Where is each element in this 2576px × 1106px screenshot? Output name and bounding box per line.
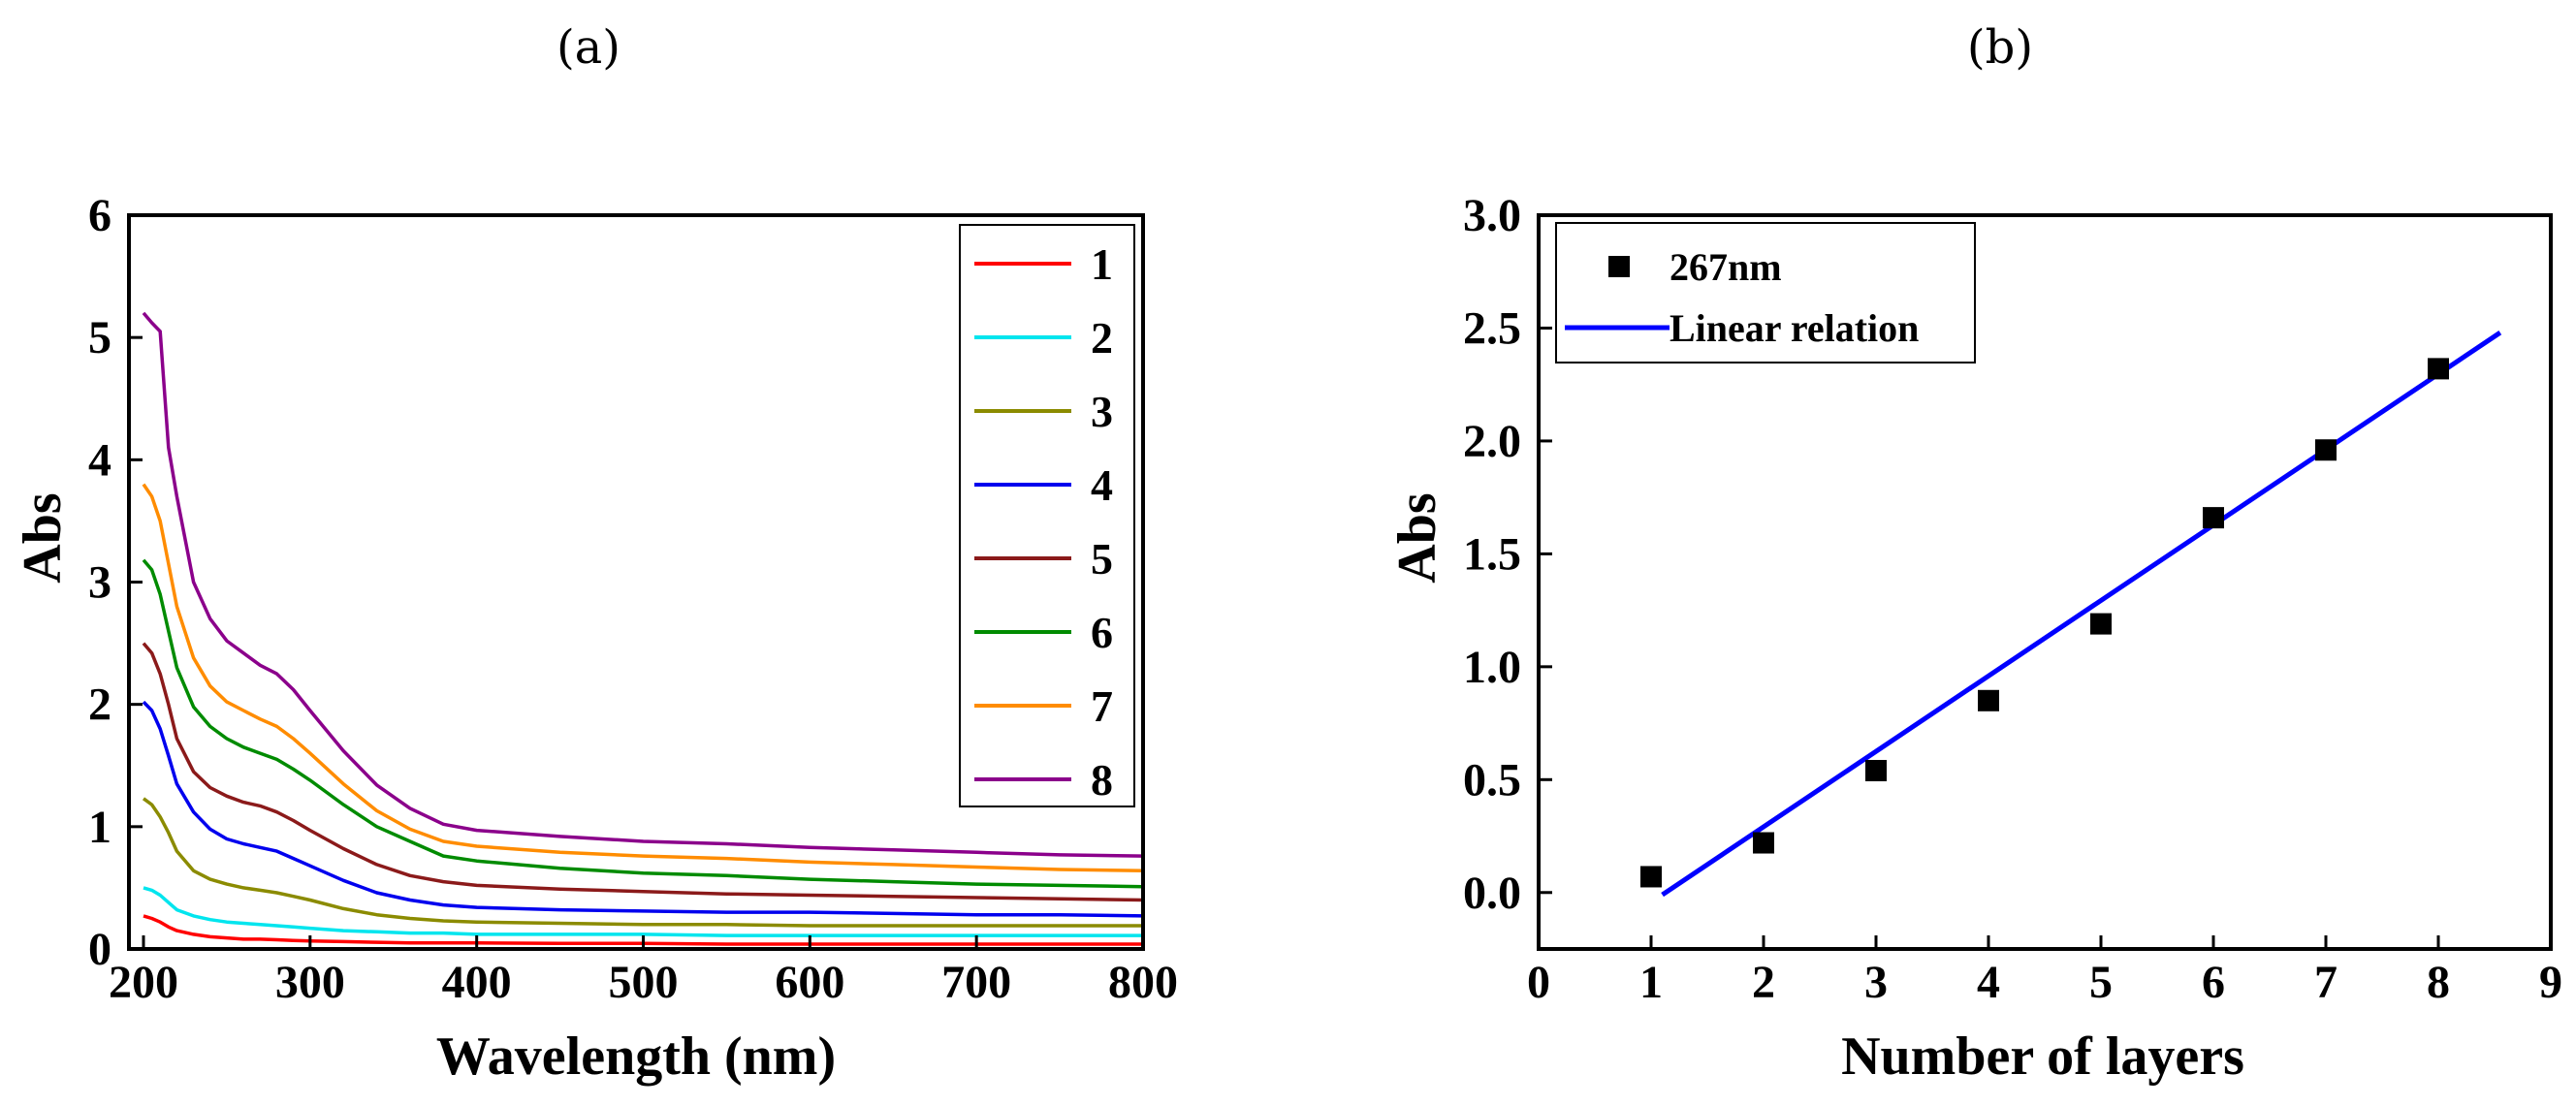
x-tick-label: 500: [609, 957, 679, 1008]
y-tick-label: 2.5: [1463, 302, 1521, 354]
y-tick-label: 0.5: [1463, 754, 1521, 806]
legend-label-2: 2: [1091, 313, 1113, 363]
y-tick-label: 2.0: [1463, 416, 1521, 467]
x-tick-label: 400: [442, 957, 512, 1008]
data-point: [2315, 439, 2337, 461]
fit-line: [1661, 331, 2502, 898]
y-tick-label: 1.0: [1463, 642, 1521, 693]
x-tick-label: 1: [1639, 957, 1663, 1008]
x-tick-label: 6: [2202, 957, 2225, 1008]
y-tick-label: 6: [88, 190, 111, 241]
x-tick-label: 2: [1752, 957, 1775, 1008]
chart-a-frame: [127, 213, 1145, 951]
y-tick-label: 2: [88, 679, 111, 731]
legend-swatch-267nm: [1608, 256, 1630, 277]
panel-a-label: (a): [557, 20, 620, 75]
chart-a-legend: 1 2 3 4 5 6 7 8: [959, 224, 1135, 807]
series-line-5: [142, 642, 1144, 902]
chart-b-legend: 267nm Linear relation: [1555, 222, 1976, 363]
y-tick-label: 3.0: [1463, 190, 1521, 241]
chart-a-ticks: 200 300 400 500 600 700 800 0 1 2 3 4 5 6: [88, 190, 1178, 1008]
series-line-2: [143, 886, 1143, 937]
y-tick-label: 4: [88, 434, 111, 486]
chart-b-xlabel: Number of layers: [1841, 1027, 2244, 1087]
chart-a-xlabel: Wavelength (nm): [436, 1027, 836, 1087]
x-tick-label: 4: [1977, 957, 2000, 1008]
chart-b-series-group: [1640, 331, 2502, 898]
panel-b-label: (b): [1967, 20, 2033, 75]
series-line-6: [142, 558, 1144, 889]
x-tick-label: 300: [275, 957, 345, 1008]
chart-a-series-group: [142, 311, 1144, 946]
legend-label-3: 3: [1091, 387, 1113, 436]
legend-label-linear-relation: Linear relation: [1670, 306, 1919, 350]
series-line-1: [143, 914, 1143, 946]
x-tick-label: 7: [2314, 957, 2337, 1008]
data-point: [1865, 759, 1887, 781]
series-line-7: [142, 483, 1144, 873]
legend-label-5: 5: [1091, 534, 1113, 584]
legend-label-267nm: 267nm: [1670, 245, 1782, 289]
chart-a-legend-box: [959, 224, 1135, 807]
chart-b-legend-box: [1555, 222, 1976, 363]
x-tick-label: 800: [1108, 957, 1178, 1008]
chart-b-ticks: 0 1 2 3 4 5 6 7 8 9 0.0 0.5 1.0 1.5 2.0 2.5 3.0: [1463, 190, 2562, 1008]
data-point: [2090, 613, 2112, 635]
chart-a: 200 300 400 500 600 700 800 0 1 2 3 4 5 6 1 2 3 4 5 6 7 8 Wa…: [13, 190, 1178, 1087]
x-tick-label: 8: [2427, 957, 2450, 1008]
legend-label-8: 8: [1091, 755, 1113, 805]
legend-label-6: 6: [1091, 608, 1113, 657]
series-line-3: [142, 797, 1143, 928]
data-point: [1753, 832, 1774, 854]
series-line-4: [142, 700, 1144, 918]
y-tick-label: 0.0: [1463, 868, 1521, 919]
chart-b-frame: [1537, 213, 2553, 951]
x-tick-label: 9: [2539, 957, 2562, 1008]
x-tick-label: 600: [775, 957, 844, 1008]
y-tick-label: 1: [88, 802, 111, 853]
y-tick-label: 5: [88, 312, 111, 363]
chart-b-ylabel: Abs: [1387, 492, 1447, 583]
x-tick-label: 200: [109, 957, 178, 1008]
legend-label-4: 4: [1091, 460, 1113, 510]
chart-a-ylabel: Abs: [13, 492, 73, 583]
x-tick-label: 700: [941, 957, 1011, 1008]
y-tick-label: 0: [88, 924, 111, 975]
y-tick-label: 3: [88, 557, 111, 609]
chart-b: 0 1 2 3 4 5 6 7 8 9 0.0 0.5 1.0 1.5 2.0 2.5 3.0 267nm Lin…: [1387, 190, 2562, 1087]
legend-label-1: 1: [1091, 239, 1113, 289]
data-point: [2203, 507, 2224, 529]
x-tick-label: 0: [1527, 957, 1550, 1008]
x-tick-label: 3: [1864, 957, 1888, 1008]
series-line-8: [142, 311, 1144, 858]
x-tick-label: 5: [2089, 957, 2113, 1008]
data-point: [1640, 866, 1662, 888]
data-point: [2428, 358, 2449, 380]
legend-label-7: 7: [1091, 681, 1113, 731]
data-point: [1978, 689, 1999, 711]
y-tick-label: 1.5: [1463, 528, 1521, 580]
